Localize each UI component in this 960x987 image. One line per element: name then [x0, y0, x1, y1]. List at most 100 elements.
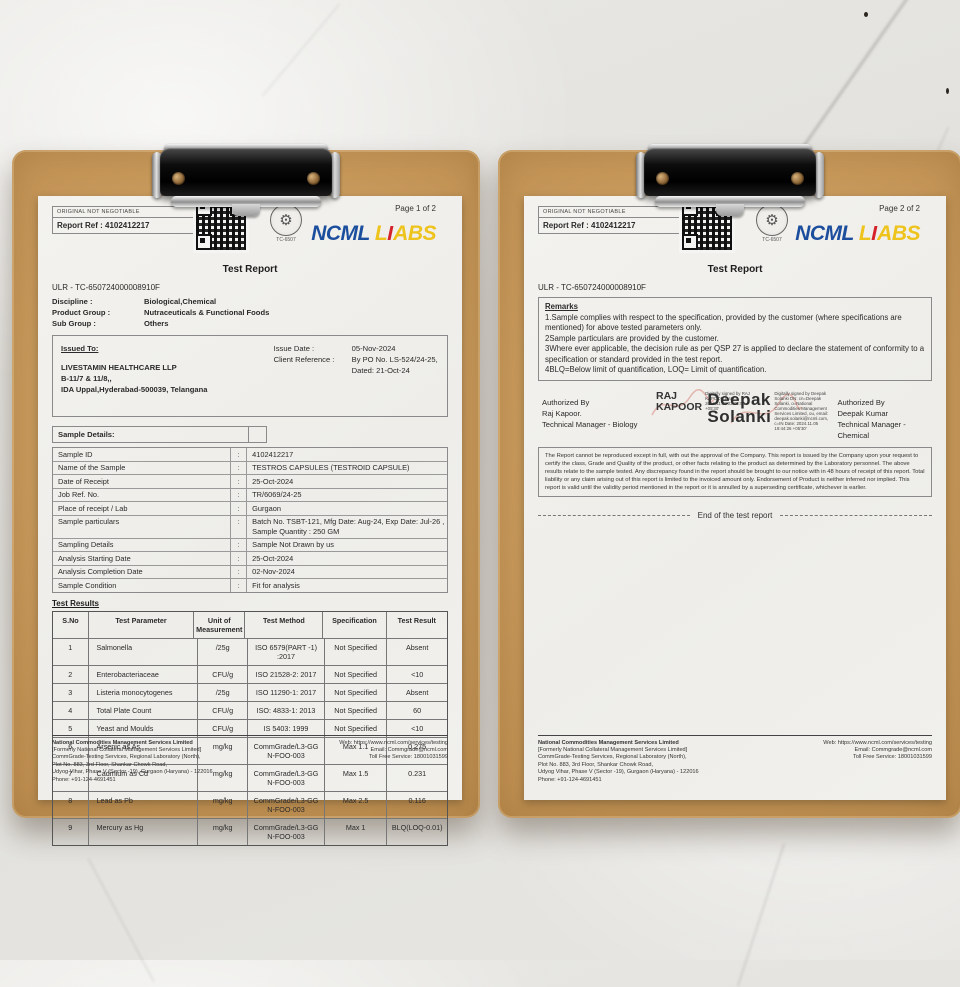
sample-detail-label: Sampling Details — [53, 538, 231, 551]
ulr-number: ULR - TC-650724000008910F — [52, 283, 160, 292]
issue-date-label: Issue Date : — [273, 344, 315, 353]
marble-vein — [87, 857, 155, 983]
document-title: Test Report — [222, 264, 278, 275]
result-cell: 3 — [53, 683, 89, 701]
sample-detail-row: Analysis Starting Date:25-Oct-2024 — [53, 552, 447, 566]
result-cell: Total Plate Count — [89, 701, 199, 719]
text-line: Plot No. 883, 3rd Floor, Shankar Chowk R… — [538, 761, 654, 768]
sample-detail-row: Date of Receipt:25-Oct-2024 — [53, 475, 447, 489]
signatory-name: Raj Kapoor. — [542, 408, 582, 418]
test-results-table: S.No Test Parameter Unit of Measurement Tes… — [52, 610, 448, 846]
issued-to-title: Issued To: — [61, 344, 99, 353]
sample-detail-value: Sample Not Drawn by us — [252, 540, 334, 549]
remarks-list: 1.Sample complies with respect to the sp… — [545, 313, 925, 376]
result-cell: Not Specified — [325, 683, 388, 701]
meta-value: Biological,Chemical — [144, 297, 217, 306]
seal-emblem-icon: ⚙ — [270, 204, 302, 236]
results-header-cell: Test Method — [245, 611, 324, 638]
result-cell: /25g — [198, 683, 249, 701]
original-not-negotiable-label: ORIGINAL NOT NEGOTIABLE — [53, 207, 205, 218]
end-dash-right — [780, 514, 932, 516]
text-line: [Formerly National Collateral Management… — [52, 746, 202, 753]
client-ref-value: By PO No. LS-524/24-25, — [351, 355, 438, 364]
result-row: 1 Salmonella/25g ISO 6579(PART -1) :2017 No… — [53, 638, 447, 666]
result-cell: ISO 6579(PART -1) :2017 — [248, 638, 325, 665]
result-cell: Max 1 — [325, 818, 388, 845]
result-cell: BLQ(LOQ-0.01) — [391, 822, 443, 832]
sample-detail-label: Place of receipt / Lab — [53, 502, 231, 515]
page-number: Page 2 of 2 — [879, 204, 920, 213]
result-row: 5 Yeast and Moulds CFU/g IS 5403: 1999 Not S… — [53, 719, 447, 738]
result-row: 9 Mercury as Hg mg/kg CommGrade/L3-GG N-FOO… — [53, 818, 447, 845]
logo-l: L — [858, 222, 872, 245]
result-cell: 9 — [53, 818, 89, 845]
sample-detail-row: Place of receipt / Lab: Gurgaon — [53, 502, 447, 516]
footer-address: [Formerly National Collateral Management… — [538, 747, 699, 784]
signature-scribble — [651, 388, 715, 415]
sample-detail-value: 25-Oct-2024 — [252, 553, 294, 563]
sample-details-header: Sample Details: — [52, 426, 448, 443]
sample-detail-row: Sample ID:4102412217 — [53, 448, 447, 462]
result-row: 2 Enterobacteriaceae CFU/g ISO 21528-2: 201… — [53, 665, 447, 684]
colon-separator: : — [231, 488, 248, 501]
result-cell: mg/kg — [198, 791, 249, 818]
client-ref-label: Client Reference : — [273, 355, 335, 364]
qr-finder-icon — [682, 234, 698, 250]
result-cell: 60 — [413, 705, 422, 715]
sample-detail-label: Sample Condition — [53, 579, 231, 592]
colon-separator: : — [231, 461, 248, 474]
ulr-number: ULR - TC-650724000008910F — [538, 283, 646, 292]
logo-ncml: NCML — [311, 222, 370, 245]
digital-stamp-deepak-solanki: Deepak Solanki Digitally signed by Deepa… — [707, 391, 832, 431]
sample-details-label: Sample Details: — [52, 426, 250, 443]
colon-separator: : — [231, 579, 248, 592]
page-footer: National Commodities Management Services… — [538, 734, 932, 784]
sample-detail-label: Date of Receipt — [53, 475, 231, 488]
footer-address: [Formerly National Collateral Management… — [52, 747, 213, 784]
result-cell: CommGrade/L3-GG N-FOO-003 — [248, 764, 325, 791]
text-line: 2Sample particulars are provided by the … — [545, 333, 719, 343]
result-cell: ISO: 4833-1: 2013 — [248, 701, 325, 719]
result-cell: Max 1.5 — [325, 764, 388, 791]
result-cell: Absent — [405, 642, 429, 652]
result-cell: ISO 11290-1: 2017 — [248, 683, 325, 701]
text-line: 3Where ever applicable, the decision rul… — [545, 344, 925, 364]
footer-contact: Web: https://www.ncml.com/services/testi… — [339, 740, 448, 784]
document-title: Test Report — [707, 264, 763, 275]
colon-separator: : — [231, 502, 248, 515]
original-not-negotiable-label: ORIGINAL NOT NEGOTIABLE — [539, 207, 691, 218]
signature-row: Authorized By Raj Kapoor. Technical Mana… — [538, 388, 932, 443]
remarks-title: Remarks — [545, 302, 578, 311]
issued-to: Issued To: LIVESTAMIN HEALTHCARE LLP B-1… — [61, 343, 207, 395]
result-cell: <10 — [411, 723, 424, 733]
sample-detail-label: Sample ID — [53, 448, 231, 461]
result-cell: Absent — [405, 687, 429, 697]
issued-to-address: B-11/7 & 11/8,, — [61, 374, 112, 383]
text-line: Web: https://www.ncml.com/services/testi… — [823, 739, 932, 746]
sample-detail-value: TESTROS CAPSULES (TESTROID CAPSULE) — [252, 463, 410, 472]
meta-block: Discipline : Biological,Chemical Product G… — [52, 296, 448, 329]
text-line: [Formerly National Collateral Management… — [538, 746, 688, 753]
test-results-label: Test Results — [52, 598, 99, 608]
text-line: CommGrade-Testing Services, Regional Lab… — [538, 754, 687, 761]
end-of-report: End of the test report — [538, 511, 932, 520]
seal-caption: TC-6507 — [762, 237, 782, 243]
sample-detail-value: Fit for analysis — [252, 580, 300, 590]
colon-separator: : — [231, 475, 248, 488]
logo-l: L — [374, 222, 388, 245]
disclaimer-box: The Report cannot be reproduced except i… — [538, 446, 932, 497]
result-cell: 8 — [53, 791, 89, 818]
result-cell: IS 5403: 1999 — [248, 719, 325, 737]
sample-detail-row: Analysis Completion Date:02-Nov-2024 — [53, 565, 447, 579]
result-row: 3 Listeria monocytogenes/25g ISO 11290-1: … — [53, 683, 447, 702]
meta-row: Sub Group : Others — [52, 318, 448, 329]
text-line: Toll Free Service: 18001031599 — [369, 754, 448, 761]
meta-row: Discipline : Biological,Chemical — [52, 296, 448, 307]
sample-detail-value: Batch No. TSBT-121, Mfg Date: Aug-24, Ex… — [252, 517, 445, 536]
clip-rivet-icon — [172, 172, 185, 185]
footer-company: National Commodities Management Services… — [52, 739, 193, 746]
results-header-cell: S.No — [53, 611, 89, 638]
logo-abs: ABS — [877, 222, 920, 245]
result-cell: Not Specified — [325, 701, 388, 719]
logo-ncml: NCML — [795, 222, 854, 245]
